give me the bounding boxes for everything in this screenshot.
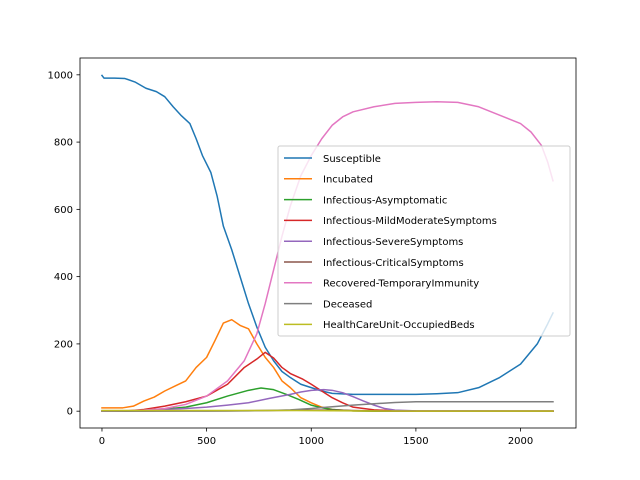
legend-items: Susceptible Incubated Infectious-Asymptoma… — [284, 154, 497, 331]
legend-label-5: Infectious-CriticalSymptoms — [323, 258, 464, 269]
y-tick-label: 400 — [54, 272, 73, 283]
series-line-3 — [101, 351, 554, 412]
x-axis: 0 500 1000 1500 2000 — [99, 428, 533, 447]
y-tick-label: 800 — [54, 138, 73, 149]
x-tick-label: 0 — [99, 436, 105, 447]
series-layer — [100, 74, 554, 412]
x-tick-label: 500 — [197, 436, 216, 447]
legend-label-1: Incubated — [323, 175, 373, 186]
series-line-6 — [101, 100, 554, 412]
legend: Susceptible Incubated Infectious-Asymptoma… — [277, 145, 571, 337]
y-axis: 0 200 400 600 800 1000 — [48, 70, 80, 418]
legend-label-0: Susceptible — [323, 154, 381, 165]
x-tick-label: 1500 — [403, 436, 428, 447]
plot-area-frame — [79, 57, 577, 429]
legend-label-3: Infectious-MildModerateSymptoms — [323, 216, 497, 227]
series-line-4 — [101, 388, 554, 412]
y-tick-label: 1000 — [48, 70, 73, 81]
series-line-0 — [100, 74, 554, 396]
legend-label-8: HealthCareUnit-OccupiedBeds — [323, 320, 475, 331]
legend-label-4: Infectious-SevereSymptoms — [323, 237, 463, 248]
y-tick-label: 0 — [67, 407, 73, 418]
x-tick-label: 1000 — [299, 436, 324, 447]
x-tick-label: 2000 — [508, 436, 533, 447]
legend-box — [277, 145, 571, 337]
y-tick-label: 200 — [54, 339, 73, 350]
legend-label-6: Recovered-TemporaryImmunity — [323, 279, 479, 290]
legend-label-7: Deceased — [323, 299, 372, 310]
y-tick-label: 600 — [54, 205, 73, 216]
legend-label-2: Infectious-Asymptomatic — [323, 195, 447, 206]
series-line-8 — [101, 409, 554, 412]
